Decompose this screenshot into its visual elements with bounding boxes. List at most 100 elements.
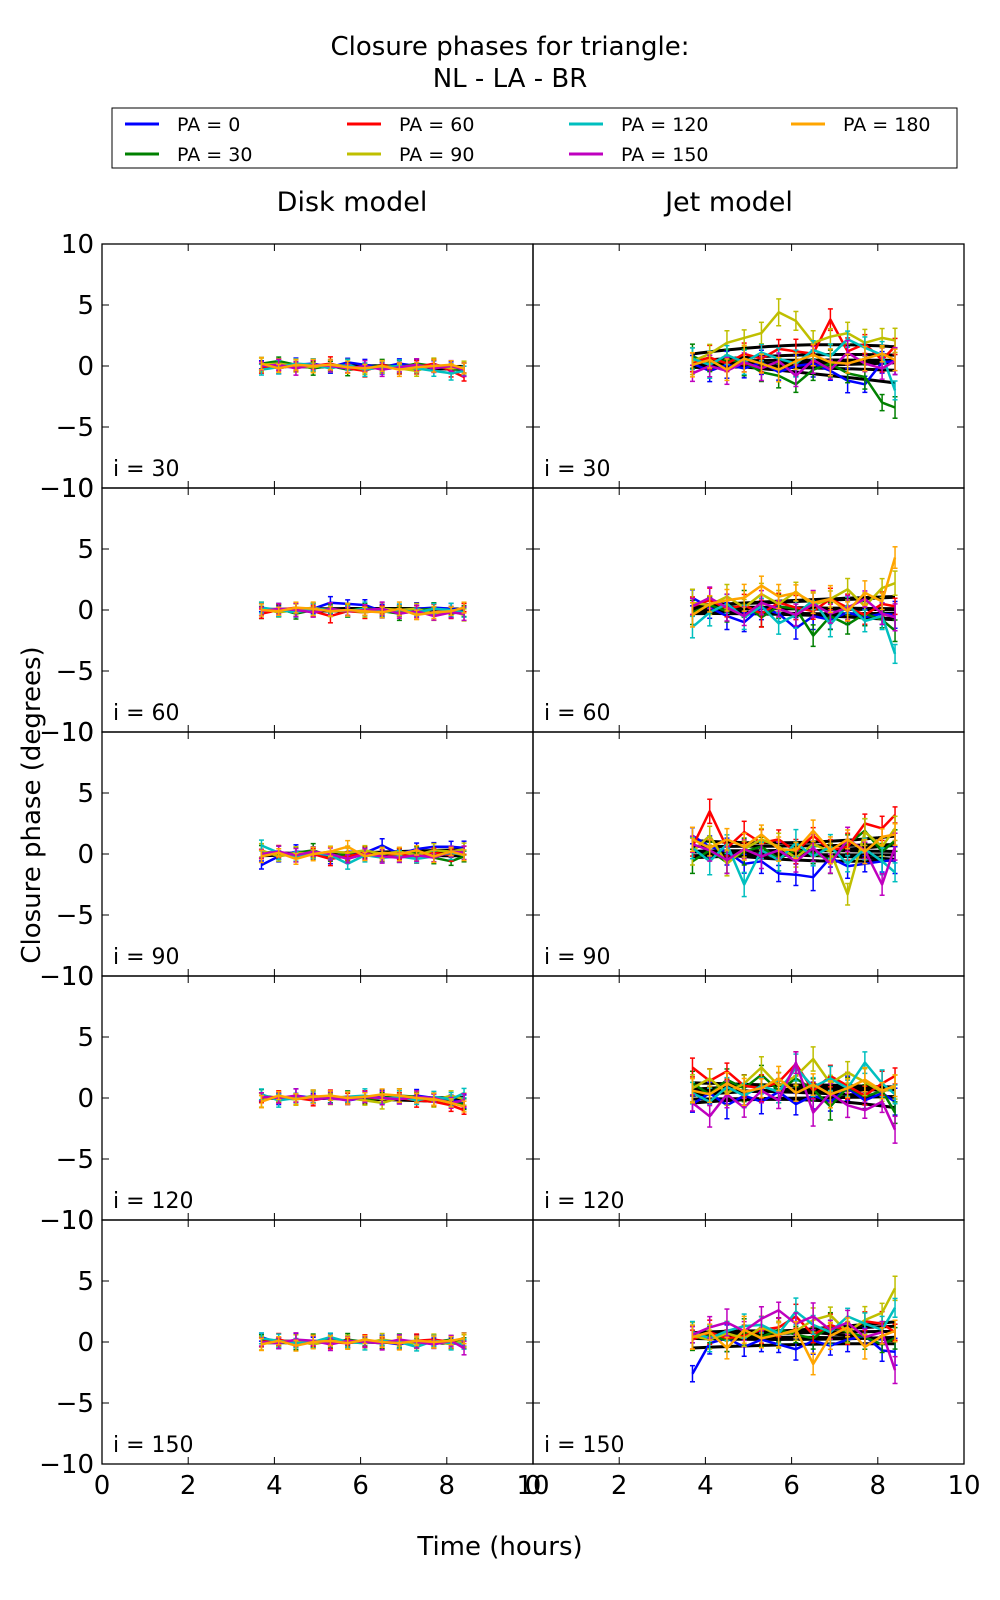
legend: PA = 0 PA = 30 PA = 60 PA = 90 PA = 120 PA = … bbox=[111, 107, 958, 169]
y-tick-label: −10 bbox=[39, 962, 94, 992]
panel-plot-area bbox=[689, 298, 898, 419]
chart-title-line1: Closure phases for triangle: bbox=[331, 32, 690, 62]
legend-label-5: PA = 150 bbox=[621, 144, 709, 166]
panel-jet-4: 0 2 4 6 8 10 i = 150 bbox=[525, 1219, 981, 1501]
y-tick-label: 5 bbox=[77, 1023, 94, 1053]
column-header-0: Disk model bbox=[277, 187, 428, 218]
inclination-label: i = 60 bbox=[544, 701, 611, 726]
y-tick-label: 10 bbox=[61, 718, 94, 748]
panel-plot-area bbox=[689, 546, 898, 665]
panel-jet-3: i = 120 bbox=[532, 975, 965, 1221]
x-tick-label: 2 bbox=[611, 1471, 628, 1501]
series-6 bbox=[258, 1088, 467, 1113]
inclination-label: i = 90 bbox=[544, 945, 611, 970]
series-6 bbox=[258, 839, 467, 865]
series-6 bbox=[689, 1315, 898, 1376]
column-headers: Disk model Jet model bbox=[277, 187, 793, 218]
y-tick-label: −5 bbox=[56, 413, 94, 443]
y-tick-label: −10 bbox=[39, 474, 94, 504]
data-line bbox=[692, 352, 896, 371]
chart-title-line2: NL - LA - BR bbox=[433, 64, 588, 94]
legend-label-3: PA = 90 bbox=[399, 144, 474, 166]
x-tick-label: 6 bbox=[352, 1471, 369, 1501]
inclination-label: i = 150 bbox=[113, 1433, 194, 1458]
panel-plot-area bbox=[258, 838, 467, 870]
data-line bbox=[692, 1326, 896, 1366]
legend-label-1: PA = 30 bbox=[177, 144, 252, 166]
data-line bbox=[261, 362, 465, 371]
y-tick-label: 0 bbox=[77, 840, 94, 870]
series-6 bbox=[689, 546, 898, 628]
y-tick-label: −5 bbox=[56, 1389, 94, 1419]
inclination-label: i = 120 bbox=[544, 1189, 625, 1214]
panels: −10 −5 0 5 10 i = 30 i = 30 −10 −5 0 5 10 i = 60 i = … bbox=[39, 230, 980, 1501]
y-tick-label: 10 bbox=[61, 474, 94, 504]
panel-jet-0: i = 30 bbox=[532, 243, 965, 489]
x-tick-label: 0 bbox=[525, 1471, 542, 1501]
y-tick-label: −5 bbox=[56, 657, 94, 687]
panel-plot-area bbox=[258, 1332, 467, 1356]
legend-label-6: PA = 180 bbox=[843, 114, 931, 136]
inclination-label: i = 150 bbox=[544, 1433, 625, 1458]
y-tick-label: −10 bbox=[39, 718, 94, 748]
data-line bbox=[261, 845, 465, 861]
y-tick-label: −10 bbox=[39, 1206, 94, 1236]
panel-disk-2: −10 −5 0 5 10 i = 90 bbox=[39, 718, 534, 992]
data-line bbox=[261, 1337, 465, 1347]
y-tick-label: 0 bbox=[77, 596, 94, 626]
series-6 bbox=[689, 343, 898, 383]
inclination-label: i = 120 bbox=[113, 1189, 194, 1214]
y-tick-label: 5 bbox=[77, 291, 94, 321]
panel-plot-area bbox=[258, 1087, 467, 1115]
panel-frame bbox=[532, 1219, 965, 1465]
panel-frame bbox=[532, 487, 965, 733]
series-6 bbox=[258, 601, 467, 621]
inclination-label: i = 60 bbox=[113, 701, 180, 726]
series-6 bbox=[689, 1065, 898, 1109]
panel-jet-2: i = 90 bbox=[532, 731, 965, 977]
inclination-label: i = 30 bbox=[544, 457, 611, 482]
panel-plot-area bbox=[258, 356, 467, 382]
y-tick-label: 0 bbox=[77, 1328, 94, 1358]
legend-label-0: PA = 0 bbox=[177, 114, 240, 136]
y-tick-label: 0 bbox=[77, 1084, 94, 1114]
x-tick-label: 10 bbox=[516, 1471, 549, 1501]
y-tick-label: −5 bbox=[56, 1145, 94, 1175]
y-tick-label: 5 bbox=[77, 535, 94, 565]
column-header-1: Jet model bbox=[663, 187, 793, 218]
x-tick-label: 8 bbox=[870, 1471, 887, 1501]
x-tick-label: 4 bbox=[697, 1471, 714, 1501]
series-6 bbox=[689, 819, 898, 865]
y-tick-label: 5 bbox=[77, 779, 94, 809]
y-tick-label: 10 bbox=[61, 230, 94, 260]
panel-disk-3: −10 −5 0 5 10 i = 120 bbox=[39, 962, 534, 1236]
data-line bbox=[691, 829, 896, 853]
panel-disk-0: −10 −5 0 5 10 i = 30 bbox=[39, 230, 534, 504]
x-tick-label: 2 bbox=[180, 1471, 197, 1501]
panel-plot-area bbox=[258, 595, 467, 624]
data-line bbox=[261, 1093, 465, 1108]
data-line bbox=[691, 557, 897, 616]
x-tick-label: 8 bbox=[439, 1471, 456, 1501]
panel-disk-1: −10 −5 0 5 10 i = 60 bbox=[39, 474, 534, 748]
data-line bbox=[261, 606, 465, 617]
y-tick-label: 10 bbox=[61, 962, 94, 992]
inclination-label: i = 30 bbox=[113, 457, 180, 482]
series-6 bbox=[258, 356, 467, 378]
panel-plot-area bbox=[689, 798, 898, 906]
x-tick-label: 6 bbox=[783, 1471, 800, 1501]
y-tick-label: 10 bbox=[61, 1206, 94, 1236]
legend-frame bbox=[111, 107, 958, 169]
y-tick-label: 5 bbox=[77, 1267, 94, 1297]
x-tick-label: 10 bbox=[947, 1471, 980, 1501]
data-line bbox=[692, 1077, 896, 1096]
x-axis-label: Time (hours) bbox=[416, 1532, 582, 1562]
panel-plot-area bbox=[689, 1046, 898, 1144]
y-axis-label: Closure phase (degrees) bbox=[17, 646, 47, 963]
y-tick-label: −5 bbox=[56, 901, 94, 931]
y-tick-label: −10 bbox=[39, 1450, 94, 1480]
inclination-label: i = 90 bbox=[113, 945, 180, 970]
series-6 bbox=[258, 1332, 467, 1352]
